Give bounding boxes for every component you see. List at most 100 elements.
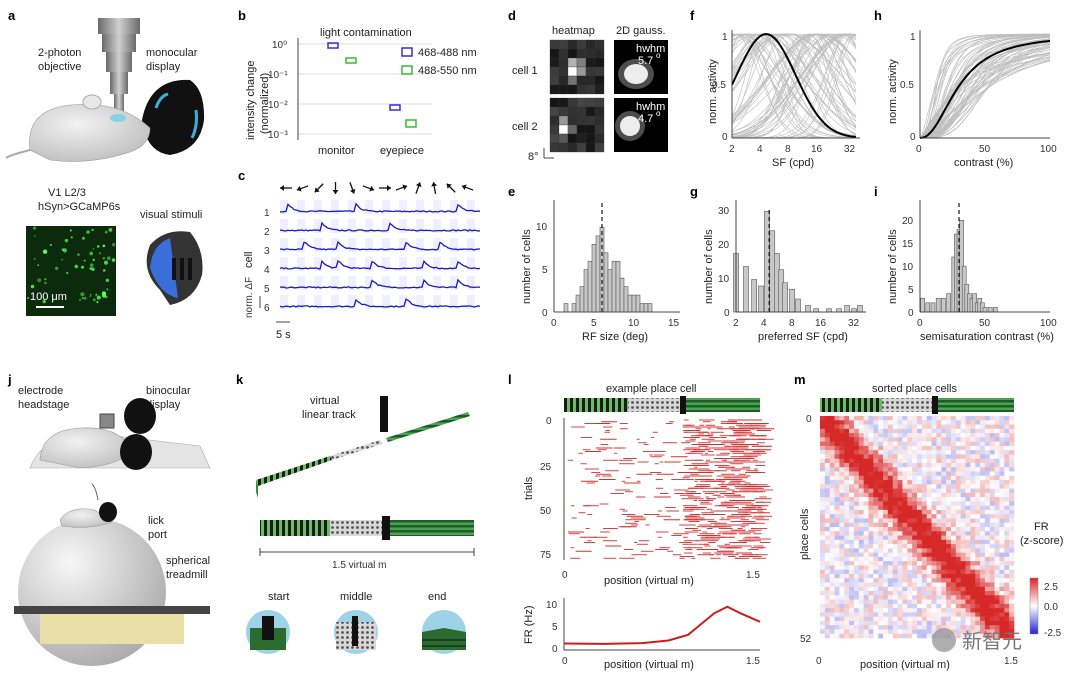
heatmap-cell [989, 462, 995, 468]
heatmap-cell [921, 548, 927, 553]
heatmap-cell [1004, 612, 1010, 617]
heatmap-cell [912, 561, 918, 566]
heatmap-cell [829, 569, 835, 575]
heatmap-cell [863, 608, 869, 613]
heatmap-cell [950, 565, 957, 570]
heatmap-cell [946, 445, 952, 451]
heatmap-cell [883, 527, 889, 532]
heatmap-cell [824, 420, 830, 425]
heatmap-cell [965, 599, 971, 605]
heatmap-cell [820, 620, 826, 626]
heatmap-cell [960, 514, 966, 519]
histogram-bar [591, 244, 597, 313]
heatmap-cell [965, 509, 971, 515]
heatmap-cell [994, 437, 1000, 442]
heatmap-cell [868, 501, 874, 506]
heatmap-cell [1004, 552, 1010, 558]
heatmap-cell [1009, 518, 1015, 524]
chart-f-ylabel: norm. activity [707, 59, 719, 124]
heatmap-cell [984, 608, 991, 613]
heatmap-cell [883, 603, 889, 609]
heatmap-cell [980, 633, 986, 639]
heatmap-cell [989, 484, 995, 489]
heatmap-pixel [585, 106, 596, 117]
calcium-traces [279, 200, 481, 309]
heatmap-cell [902, 501, 908, 506]
heatmap-cell [897, 484, 903, 489]
heatmap-cell [834, 445, 840, 451]
heatmap-cell [999, 527, 1005, 532]
heatmap-cell [858, 552, 864, 558]
histogram-bar [795, 298, 801, 313]
heatmap-cell [1004, 501, 1010, 506]
heatmap-cell [873, 505, 879, 511]
heatmap-cell [926, 514, 932, 519]
heatmap-cell [970, 497, 976, 502]
chart-l-ytick: 50 [540, 506, 552, 517]
trace-line [279, 202, 481, 213]
heatmap-cell [994, 492, 1000, 498]
heatmap-cell [829, 565, 835, 570]
heatmap-cell [936, 539, 942, 545]
heatmap-cell [820, 454, 826, 459]
heatmap-cell [921, 458, 927, 464]
heatmap-cell [853, 633, 860, 639]
heatmap-cell [863, 612, 869, 617]
heatmap-cell [820, 424, 826, 430]
heatmap-cell [960, 633, 966, 639]
heatmap-cell [839, 416, 845, 421]
heatmap-cell [829, 629, 835, 635]
heatmap-cell [868, 616, 874, 622]
treadmill-label-2: treadmill [166, 569, 208, 581]
heatmap-cell [975, 462, 981, 468]
heatmap-cell [839, 620, 845, 626]
chart-b-ylabel-2: (normalized) [259, 73, 271, 134]
heatmap-cell [955, 629, 961, 635]
heatmap-cell [960, 569, 966, 575]
heatmap-cell [917, 467, 923, 472]
heatmap-cell [970, 518, 976, 524]
heatmap-cell [829, 428, 835, 434]
heatmap-cell [868, 565, 874, 570]
heatmap-cell [892, 450, 898, 455]
histogram-bar [647, 303, 653, 313]
heatmap-cell [868, 505, 874, 511]
degree-mark: o [656, 109, 661, 118]
heatmap-cell [853, 548, 860, 553]
heatmap-cell [824, 595, 830, 600]
heatmap-cell [873, 424, 879, 430]
heatmap-cell [878, 497, 884, 502]
heatmap-cell [921, 569, 927, 575]
cell-number: 1 [264, 208, 270, 219]
heatmap-pixel [567, 57, 578, 68]
heatmap-cell [941, 608, 947, 613]
heatmap-pixel [585, 97, 596, 108]
heatmap-cell [917, 603, 923, 609]
heatmap-cell [989, 616, 995, 622]
heatmap-cell [868, 608, 874, 613]
heatmap-cell [999, 501, 1005, 506]
heatmap-cell [887, 454, 894, 459]
contrast-curve [919, 39, 1051, 139]
heatmap-cell [844, 475, 850, 481]
heatmap-cell [980, 527, 986, 532]
heatmap-cell [955, 462, 961, 468]
heatmap-cell [902, 492, 908, 498]
neuron-dot [91, 267, 95, 272]
heatmap-cell [907, 616, 913, 622]
heatmap-cell [960, 518, 966, 524]
heatmap-cell [989, 433, 995, 438]
heatmap-cell [984, 544, 991, 549]
mouse-headstage-icon [29, 398, 211, 470]
neuron-dot [61, 248, 65, 251]
heatmap-cell [1009, 539, 1015, 545]
heatmap-cell [941, 488, 947, 494]
chart-i-xtick: 50 [979, 318, 991, 329]
heatmap-cell [989, 556, 995, 562]
heatmap-cell [917, 608, 923, 613]
heatmap-cell [1009, 480, 1015, 485]
heatmap-cell [921, 509, 927, 515]
heatmap-cell [989, 458, 995, 464]
heatmap-cell [941, 561, 947, 566]
heatmap-cell [994, 531, 1000, 536]
